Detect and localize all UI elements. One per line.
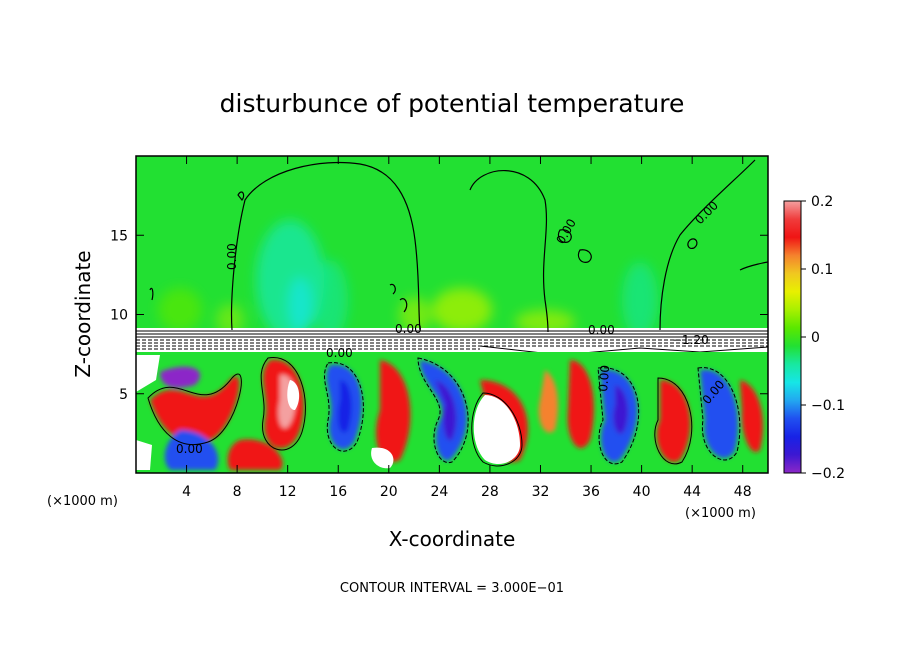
- x-tick-label: 24: [430, 484, 448, 500]
- contour-label: 0.00: [176, 442, 203, 456]
- y-axis-label: Z-coordinate: [71, 250, 95, 377]
- contour-label: −1.20: [672, 333, 709, 347]
- chart-title: disturbunce of potential temperature: [220, 89, 685, 118]
- colorbar-tick-label: −0.1: [811, 398, 845, 414]
- x-tick-label: 48: [734, 484, 752, 500]
- contour-label: 0.00: [395, 322, 422, 336]
- x-axis-ticks: 4 8 12 16 20 24 28 32 36 40 44 48: [182, 156, 752, 500]
- x-tick-label: 44: [683, 484, 701, 500]
- y-tick-label: 5: [119, 387, 128, 403]
- x-tick-label: 8: [233, 484, 242, 500]
- interface-contours: [136, 330, 768, 356]
- colorbar-tick-label: 0.2: [811, 194, 833, 210]
- x-tick-label: 16: [329, 484, 347, 500]
- y-tick-label: 15: [110, 228, 128, 244]
- x-tick-label: 28: [481, 484, 499, 500]
- contour-interval-note: CONTOUR INTERVAL = 3.000E−01: [340, 581, 564, 596]
- upper-layer-anomalies: [158, 220, 658, 340]
- x-tick-label: 40: [633, 484, 651, 500]
- x-tick-label: 32: [532, 484, 550, 500]
- contour-label: 0.00: [588, 323, 615, 337]
- colorbar: [783, 200, 802, 474]
- colorbar-ticks: 0.2 0.1 0 −0.1 −0.2: [801, 194, 845, 482]
- lower-layer-white-cores: [136, 355, 520, 470]
- contour-label: 0.00: [596, 364, 612, 392]
- x-tick-label: 20: [380, 484, 398, 500]
- colorbar-tick-label: 0.1: [811, 262, 833, 278]
- upper-layer-contours: [149, 159, 768, 333]
- x-tick-label: 12: [279, 484, 297, 500]
- x-tick-label: 4: [182, 484, 191, 500]
- y-tick-label: 10: [110, 308, 128, 324]
- colorbar-tick-label: 0: [811, 330, 820, 346]
- y-axis-ticks: 5 10 15: [110, 228, 768, 403]
- lower-layer-contours: [147, 357, 741, 467]
- x-scale-note: (×1000 m): [47, 494, 118, 509]
- x-tick-label: 36: [582, 484, 600, 500]
- colorbar-tick-label: −0.2: [811, 466, 845, 482]
- x-axis-label: X-coordinate: [389, 527, 516, 551]
- plot-area: 0.00 0.00 0.00 0.00 0.00 0.00 0.00 −1.20…: [136, 156, 768, 473]
- contour-label: 0.00: [225, 243, 239, 270]
- z-scale-note: (×1000 m): [685, 506, 756, 521]
- contour-label: 0.00: [326, 346, 353, 360]
